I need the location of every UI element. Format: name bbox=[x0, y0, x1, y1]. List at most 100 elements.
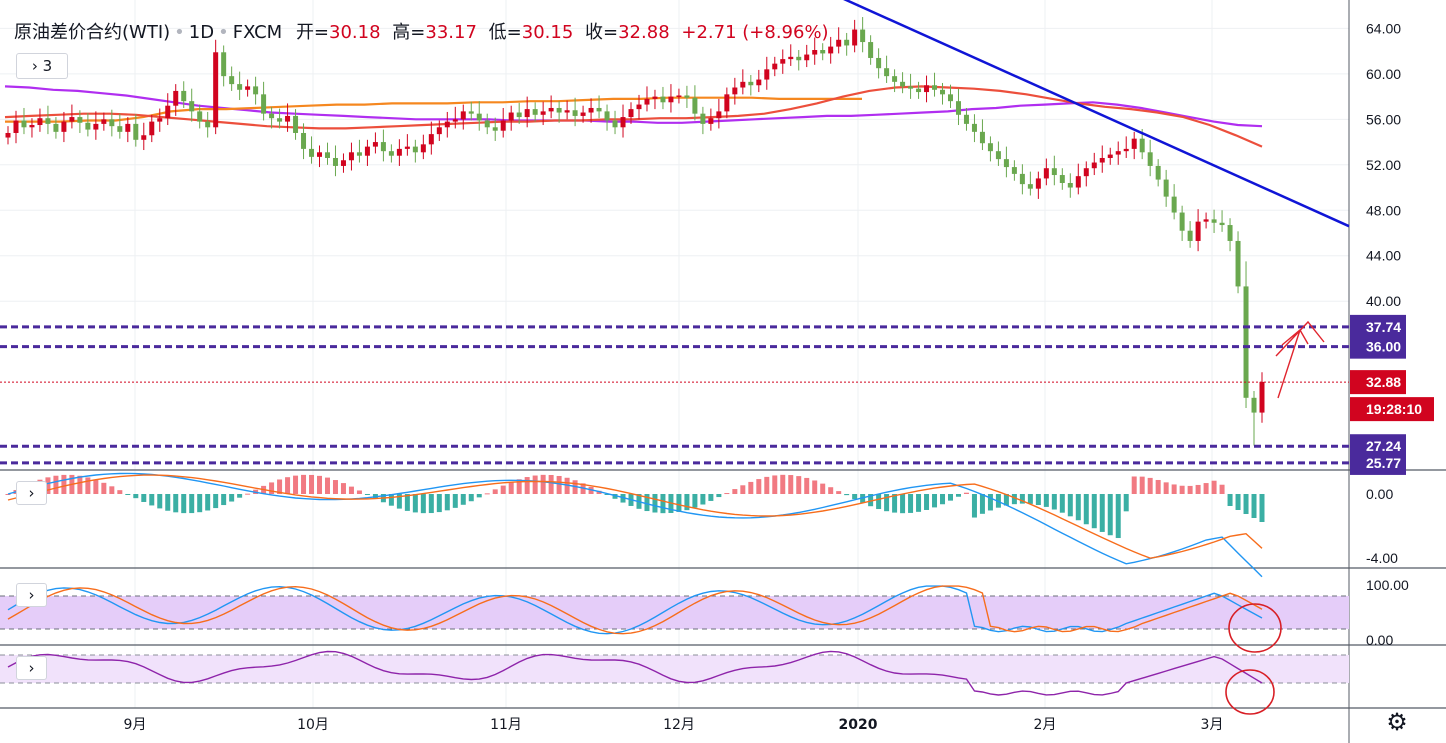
rsi-pane-toggle[interactable]: › bbox=[16, 583, 47, 607]
horizontal-levels[interactable] bbox=[0, 325, 1349, 465]
macd-histogram-bar bbox=[1227, 494, 1233, 506]
candle-body bbox=[1147, 152, 1153, 166]
candle-body bbox=[1187, 230, 1193, 241]
candle-body bbox=[1099, 157, 1105, 163]
candle-body bbox=[117, 126, 123, 132]
drawings[interactable] bbox=[835, 0, 1350, 715]
candle-body bbox=[13, 120, 19, 133]
macd-histogram-bar bbox=[916, 494, 922, 512]
rsi-d-line bbox=[7, 585, 1263, 635]
macd-histogram-bar bbox=[844, 494, 850, 496]
macd-histogram-bar bbox=[1059, 494, 1065, 513]
candle-body bbox=[924, 85, 930, 93]
candle-body bbox=[492, 127, 498, 131]
rsi-k-line bbox=[7, 585, 1263, 635]
candle-body bbox=[205, 121, 211, 128]
red-arrow-annotation bbox=[1275, 320, 1325, 399]
candle-body bbox=[372, 142, 378, 147]
time-axis[interactable]: 9月 10月 11月 12月 2020 2月 3月 bbox=[124, 717, 1224, 733]
macd-histogram-bar bbox=[1251, 494, 1257, 518]
indicator-count: 3 bbox=[42, 57, 53, 75]
close-label: 收= bbox=[585, 22, 619, 43]
high-value: 33.17 bbox=[425, 22, 477, 43]
macd-histogram-bar bbox=[963, 492, 969, 494]
candle-body bbox=[955, 101, 961, 115]
candlestick-series[interactable] bbox=[5, 17, 1265, 446]
macd-histogram-bar bbox=[947, 494, 953, 501]
candle-body bbox=[444, 121, 450, 128]
macd-histogram-bar bbox=[804, 477, 810, 494]
candle-body bbox=[412, 146, 418, 153]
candle-body bbox=[788, 56, 794, 60]
macd-histogram-bar bbox=[1091, 494, 1097, 529]
macd-histogram-bar bbox=[748, 481, 754, 494]
macd-histogram-bar bbox=[364, 494, 370, 495]
macd-histogram-bar bbox=[197, 494, 203, 513]
candle-body bbox=[1075, 176, 1081, 188]
macd-histogram-bar bbox=[1187, 485, 1193, 494]
macd-histogram-bar bbox=[149, 494, 155, 506]
candle-body bbox=[189, 101, 195, 112]
macd-histogram-bar bbox=[1211, 480, 1217, 494]
macd-histogram-bar bbox=[1123, 494, 1129, 512]
candle-body bbox=[963, 114, 969, 124]
candle-body bbox=[1163, 179, 1169, 197]
macd-histogram-bar bbox=[436, 494, 442, 513]
macd-histogram-bar bbox=[245, 493, 251, 495]
candle-body bbox=[101, 119, 107, 124]
macd-histogram-bar bbox=[125, 494, 131, 495]
macd-histogram-bar bbox=[876, 494, 882, 510]
candle-body bbox=[724, 94, 730, 112]
macd-histogram-bar bbox=[740, 485, 746, 494]
candle-body bbox=[828, 46, 834, 54]
candle-body bbox=[684, 95, 690, 98]
macd-histogram-bar bbox=[716, 494, 722, 498]
candle-body bbox=[660, 96, 666, 103]
price-label-text: 32.88 bbox=[1366, 374, 1401, 390]
macd-histogram-bar bbox=[1219, 484, 1225, 494]
candle-body bbox=[987, 143, 993, 152]
macd-histogram-bar bbox=[924, 494, 930, 510]
candle-body bbox=[1179, 212, 1185, 231]
chevron-right-icon: › bbox=[28, 586, 35, 604]
macd-histogram-bar bbox=[468, 494, 474, 502]
macd-histogram-bar bbox=[548, 474, 554, 494]
price-axis[interactable]: 64.00 60.00 56.00 52.00 48.00 44.00 40.00 37.74… bbox=[1350, 20, 1434, 475]
candle-body bbox=[37, 118, 43, 126]
macd-histogram-bar bbox=[1147, 477, 1153, 494]
candle-body bbox=[868, 42, 874, 58]
candle-body bbox=[1243, 286, 1249, 398]
interval-label[interactable]: 1D bbox=[188, 22, 215, 43]
indicators-toggle-button[interactable]: › 3 bbox=[16, 53, 68, 79]
macd-pane-toggle[interactable]: › bbox=[16, 481, 47, 505]
candle-body bbox=[1211, 219, 1217, 223]
candle-body bbox=[396, 148, 402, 156]
macd-histogram-bar bbox=[301, 474, 307, 494]
macd-histogram-bar bbox=[492, 489, 498, 494]
gear-icon[interactable]: ⚙ bbox=[1386, 709, 1408, 736]
candle-body bbox=[53, 123, 59, 132]
cci-pane-toggle[interactable]: › bbox=[16, 656, 47, 680]
candle-body bbox=[165, 105, 171, 119]
rsi-tick-label: 100.00 bbox=[1366, 577, 1409, 593]
candle-body bbox=[692, 97, 698, 114]
price-label-text: 37.74 bbox=[1366, 319, 1401, 335]
macd-histogram-bar bbox=[1243, 494, 1249, 514]
source-label: FXCM bbox=[232, 22, 283, 43]
candle-body bbox=[572, 110, 578, 116]
time-tick-label: 11月 bbox=[490, 717, 522, 733]
candle-body bbox=[836, 39, 842, 47]
candle-body bbox=[740, 81, 746, 88]
macd-histogram-bar bbox=[117, 490, 123, 494]
macd-histogram-bar bbox=[644, 494, 650, 512]
macd-histogram-bar bbox=[868, 494, 874, 507]
candle-body bbox=[285, 115, 291, 122]
macd-histogram-bar bbox=[516, 479, 522, 494]
candle-body bbox=[1123, 148, 1129, 152]
candle-body bbox=[245, 86, 251, 90]
symbol-name[interactable]: 原油差价合约(WTI) bbox=[14, 22, 171, 43]
ma-orange-line bbox=[5, 96, 862, 123]
macd-histogram-bar bbox=[987, 494, 993, 511]
